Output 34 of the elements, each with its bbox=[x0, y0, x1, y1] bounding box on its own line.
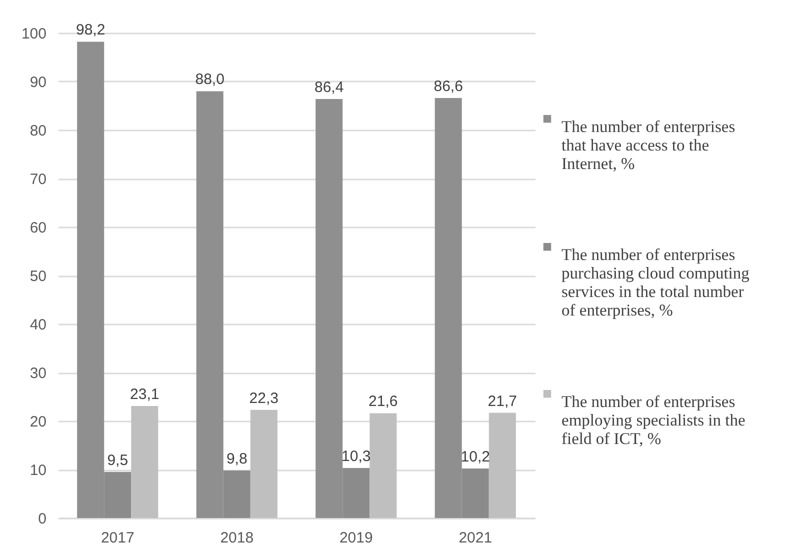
legend-label: The number of enterprises that have access to the Internet, % bbox=[562, 116, 736, 173]
y-tick-label: 40 bbox=[30, 316, 46, 334]
data-label: 21,7 bbox=[488, 392, 518, 410]
data-label: 10,3 bbox=[342, 448, 371, 466]
y-tick-label: 100 bbox=[21, 26, 46, 42]
legend-label: The number of enterprises purchasing cloud computing services in the total number of enterprises, % bbox=[562, 244, 750, 320]
y-tick-label: 90 bbox=[30, 74, 46, 91]
y-tick-label: 50 bbox=[30, 268, 46, 285]
data-label: 9,5 bbox=[107, 452, 128, 469]
y-tick-label: 80 bbox=[30, 122, 46, 140]
y-tick-label: 20 bbox=[30, 414, 46, 430]
x-tick-label: 2018 bbox=[220, 530, 254, 546]
data-label: 21,6 bbox=[368, 393, 398, 410]
bar bbox=[488, 412, 516, 518]
y-tick-label: 70 bbox=[30, 171, 46, 188]
y-tick-label: 30 bbox=[30, 365, 46, 382]
data-label: 86,4 bbox=[314, 78, 344, 96]
y-tick-label: 0 bbox=[38, 510, 46, 528]
x-tick-label: 2019 bbox=[339, 530, 373, 546]
bar bbox=[131, 406, 158, 518]
data-label: 10,2 bbox=[460, 448, 490, 466]
data-label: 98,2 bbox=[76, 22, 106, 39]
y-tick-label: 60 bbox=[30, 220, 46, 236]
legend-label: The number of enterprises employing specialists in the field of ICT, % bbox=[562, 392, 746, 448]
data-label: 22,3 bbox=[249, 390, 279, 407]
data-label: 88,0 bbox=[195, 71, 224, 88]
data-label: 86,6 bbox=[434, 78, 463, 95]
bar bbox=[250, 410, 278, 518]
data-label: 9,8 bbox=[226, 450, 248, 468]
bar bbox=[370, 413, 397, 518]
x-tick-label: 2021 bbox=[458, 530, 492, 546]
y-tick-label: 10 bbox=[30, 462, 46, 479]
data-label: 23,1 bbox=[130, 386, 160, 403]
x-tick-label: 2017 bbox=[100, 530, 134, 546]
